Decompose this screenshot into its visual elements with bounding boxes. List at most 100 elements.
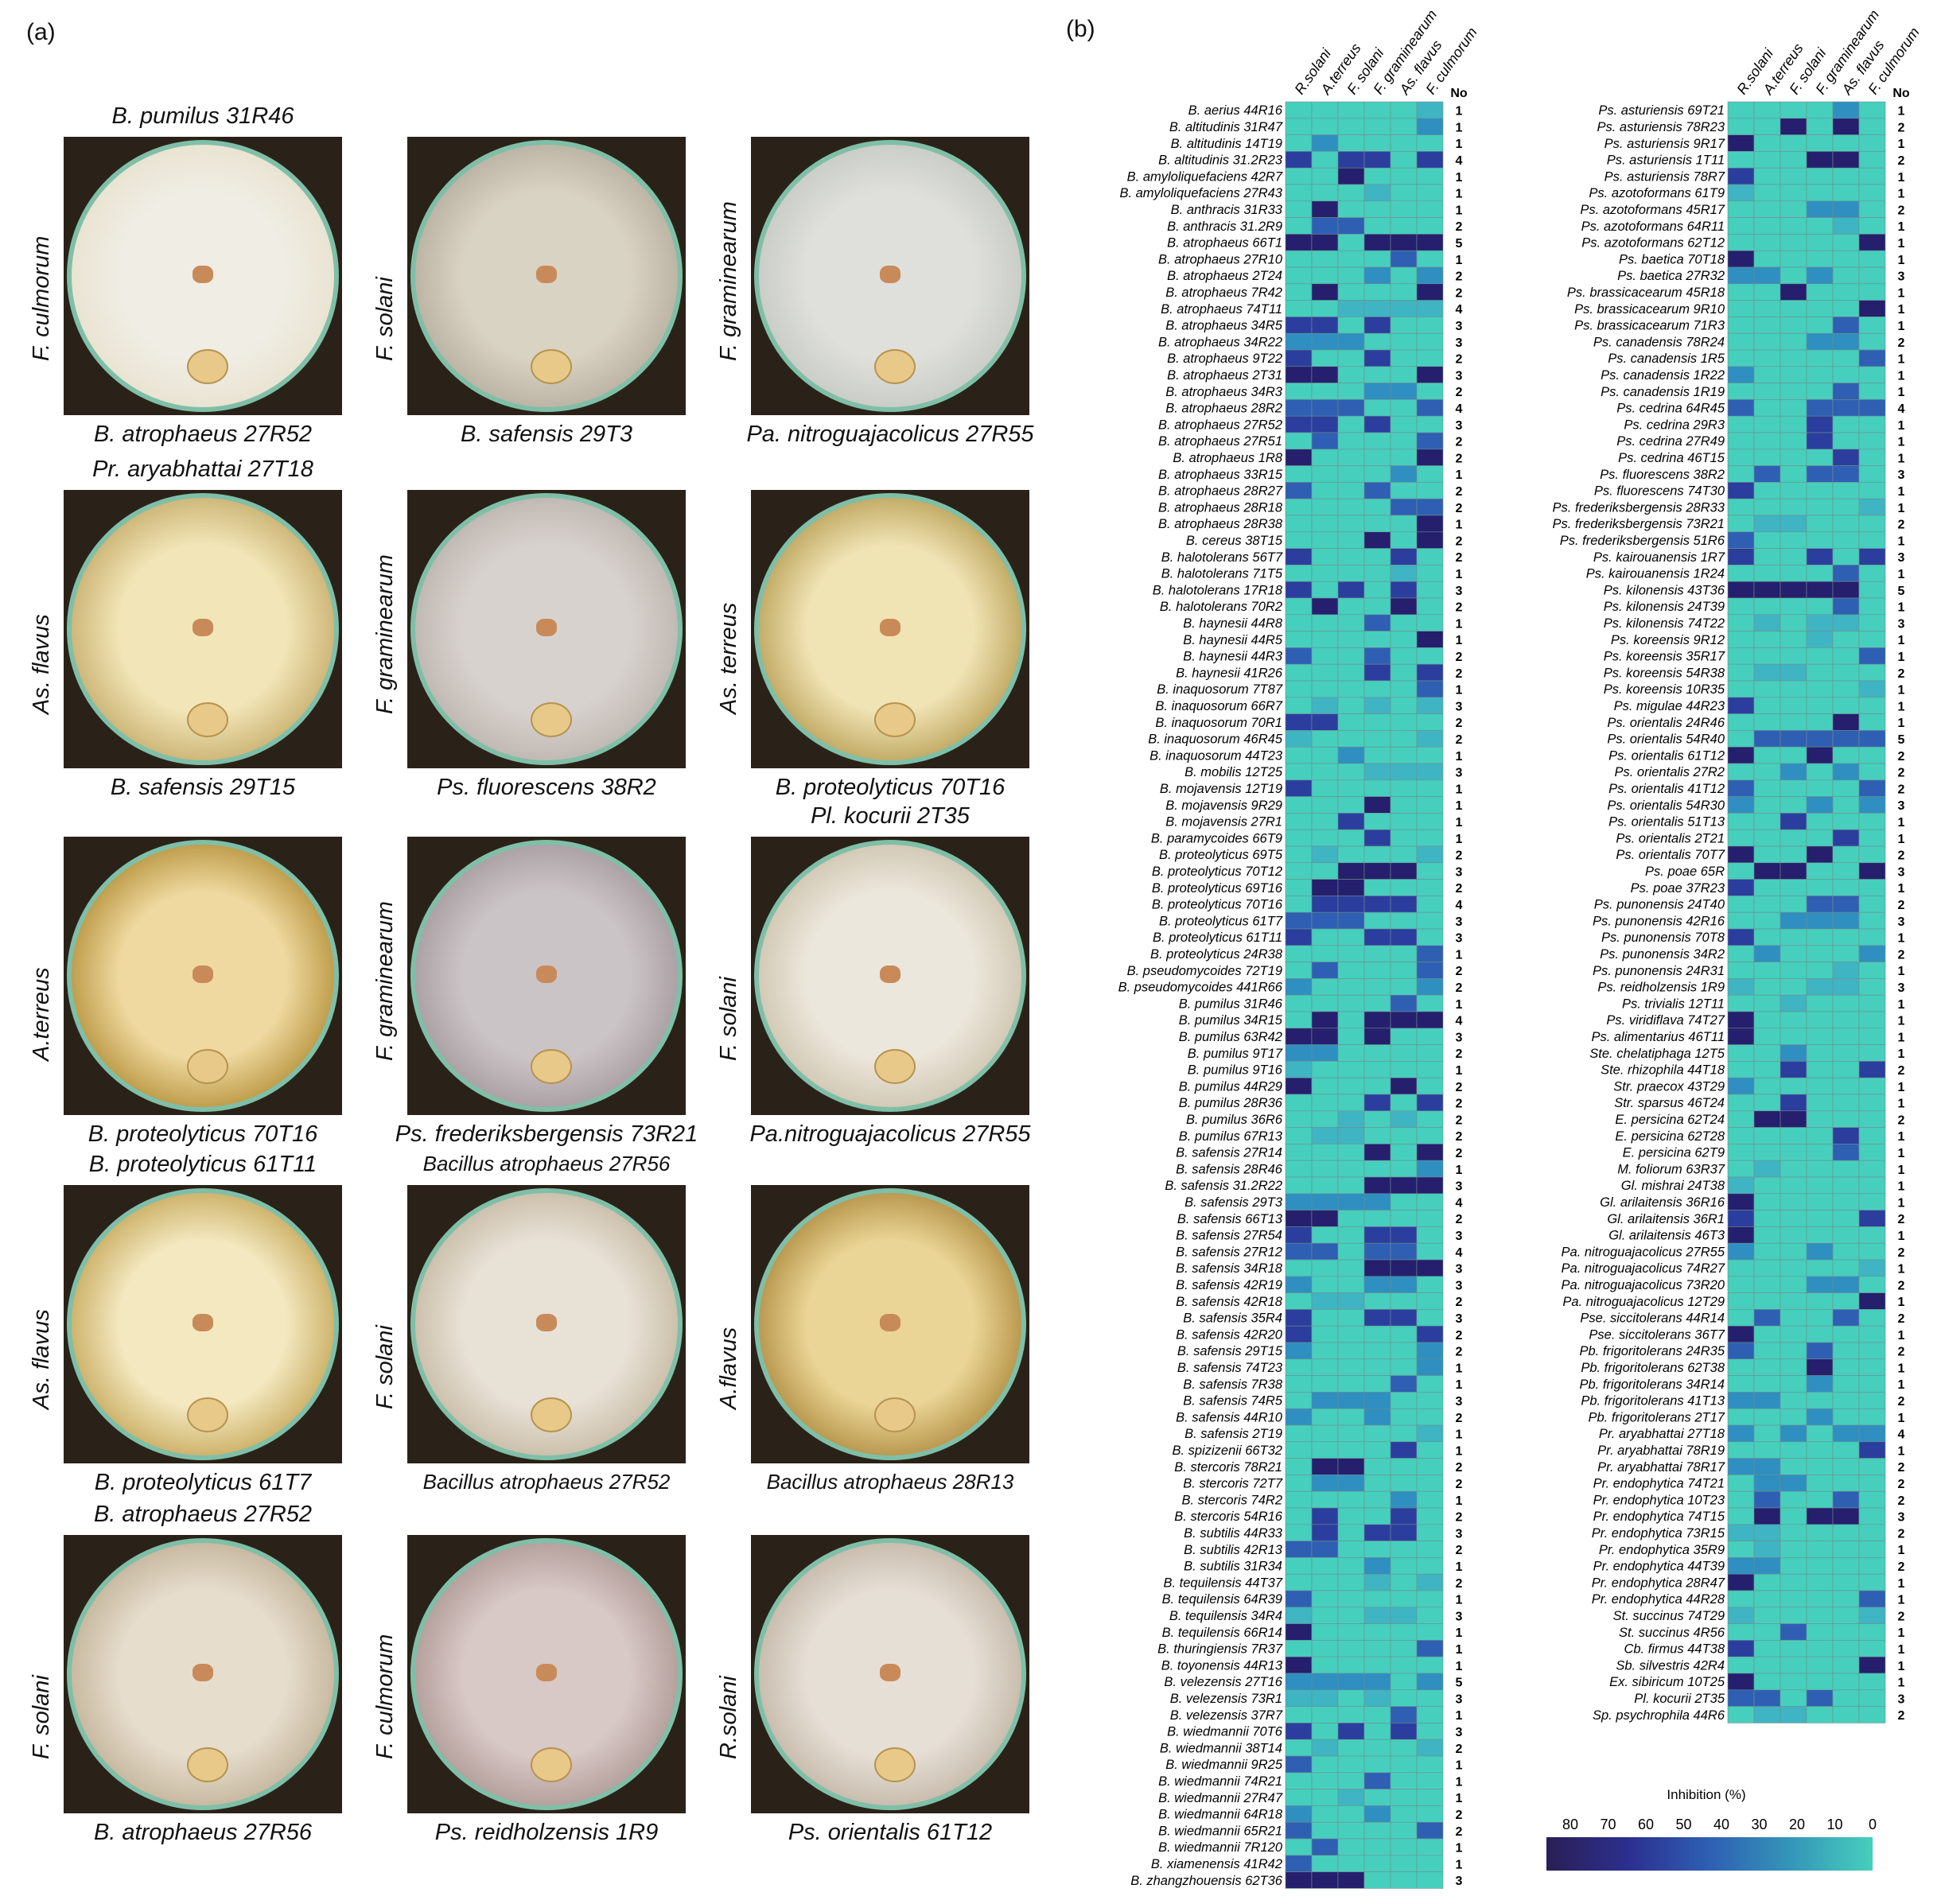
heatmap-cell: [1390, 1259, 1418, 1277]
isolate-label: Pr. endophytica 74T15: [1593, 1510, 1725, 1524]
panel-b-label: (b): [1066, 16, 1095, 42]
inhibition-count: 2: [1898, 1346, 1905, 1359]
isolate-label: B. safensis 27R54: [1176, 1229, 1282, 1243]
heatmap-cell: [1858, 1127, 1886, 1144]
isolate-label: B. velezensis 73R1: [1170, 1692, 1282, 1706]
heatmap-cell: [1416, 1607, 1444, 1624]
heatmap-cell: [1727, 1044, 1755, 1062]
inhibition-count: 2: [1898, 1312, 1905, 1326]
heatmap-cell: [1285, 134, 1313, 152]
heatmap-cell: [1727, 879, 1755, 896]
heatmap-cell: [1753, 1309, 1781, 1327]
heatmap-cell: [1311, 945, 1339, 962]
heatmap-cell: [1780, 1011, 1807, 1029]
heatmap-cell: [1858, 994, 1886, 1012]
photo-side-label: F. solani: [29, 1674, 54, 1759]
heatmap-cell: [1390, 565, 1418, 582]
heatmap-cell: [1390, 317, 1418, 334]
heatmap-cell: [1832, 1375, 1860, 1393]
heatmap-cell: [1858, 217, 1886, 235]
heatmap-cell: [1390, 1110, 1418, 1128]
inhibition-count: 1: [1898, 353, 1905, 367]
heatmap-cell: [1832, 217, 1860, 235]
heatmap-cell: [1780, 1524, 1807, 1541]
isolate-label: B. toyonensis 44R13: [1161, 1658, 1283, 1673]
heatmap-cell: [1416, 1441, 1444, 1459]
heatmap-cell: [1753, 829, 1781, 847]
heatmap-cell: [1780, 1077, 1807, 1095]
heatmap-cell: [1832, 432, 1860, 450]
isolate-label: B. mojavensis 27R1: [1165, 815, 1282, 830]
photo-side-label: F. culmorum: [372, 1634, 398, 1759]
heatmap-cell: [1832, 383, 1860, 400]
heatmap-cell: [1727, 1590, 1755, 1608]
isolate-label: B. proteolyticus 69T5: [1159, 848, 1283, 862]
heatmap-cell: [1727, 151, 1755, 169]
heatmap-cell: [1390, 184, 1418, 202]
inhibition-count: 1: [1898, 138, 1905, 151]
heatmap-cell: [1416, 1242, 1444, 1261]
heatmap-cell: [1363, 614, 1391, 631]
heatmap-cell: [1363, 647, 1391, 665]
heatmap-cell: [1727, 184, 1755, 202]
heatmap-cell: [1285, 1490, 1313, 1509]
heatmap-cell: [1285, 366, 1313, 383]
heatmap-cell: [1727, 680, 1755, 698]
heatmap-cell: [1390, 383, 1418, 400]
heatmap-cell: [1753, 151, 1781, 169]
heatmap-cell: [1858, 234, 1886, 251]
heatmap-cell: [1416, 1475, 1444, 1492]
inhibition-count: 3: [1456, 1230, 1463, 1243]
heatmap-cell: [1363, 945, 1391, 962]
heatmap-cell: [1311, 1325, 1339, 1343]
heatmap-cell: [1311, 1557, 1339, 1575]
heatmap-cell: [1363, 498, 1391, 516]
petri-dish-photo: [751, 137, 1029, 415]
heatmap-cell: [1311, 1342, 1339, 1360]
inhibition-count: 2: [1456, 1461, 1463, 1475]
heatmap-cell: [1311, 1706, 1339, 1723]
heatmap-cell: [1363, 1706, 1391, 1723]
inhibition-count: 1: [1898, 1130, 1905, 1144]
heatmap-cell: [1753, 1375, 1781, 1393]
heatmap-cell: [1780, 300, 1807, 317]
heatmap-cell: [1858, 250, 1886, 268]
heatmap-cell: [1337, 1723, 1365, 1740]
bacterial-colony: [187, 1049, 229, 1085]
heatmap-cell: [1416, 911, 1444, 930]
isolate-label: Ps. reidholzensis 1R9: [1597, 981, 1725, 995]
heatmap-cell: [1727, 1458, 1755, 1475]
heatmap-cell: [1337, 134, 1365, 152]
heatmap-cell: [1390, 1309, 1418, 1327]
fungal-plug: [192, 1663, 213, 1681]
fungal-plug: [535, 965, 557, 983]
inhibition-count: 2: [1456, 551, 1463, 565]
heatmap-cell: [1806, 266, 1834, 285]
inhibition-count: 1: [1898, 1412, 1905, 1425]
heatmap-cell: [1806, 663, 1834, 682]
inhibition-count: 2: [1456, 1412, 1463, 1425]
heatmap-cell: [1311, 1011, 1339, 1029]
isolate-label: B. altitudinis 14T19: [1171, 137, 1282, 151]
heatmap-cell: [1363, 1441, 1391, 1459]
isolate-label: B. wiedmannii 27R47: [1158, 1791, 1283, 1805]
heatmap-cell: [1727, 1210, 1755, 1227]
heatmap-cell: [1311, 1044, 1339, 1062]
inhibition-count: 2: [1456, 502, 1463, 515]
heatmap-cell: [1311, 680, 1339, 698]
heatmap-cell: [1337, 962, 1365, 979]
heatmap-cell: [1363, 1689, 1391, 1707]
inhibition-count: 3: [1898, 799, 1905, 813]
heatmap-cell: [1858, 1160, 1886, 1178]
heatmap-cell: [1285, 449, 1313, 466]
heatmap-cell: [1832, 399, 1860, 417]
heatmap-cell: [1806, 1044, 1834, 1062]
inhibition-count: 2: [1898, 849, 1905, 863]
heatmap-cell: [1806, 399, 1834, 417]
heatmap-cell: [1753, 1077, 1781, 1095]
heatmap-cell: [1806, 581, 1834, 599]
heatmap-cell: [1311, 1507, 1339, 1525]
heatmap-cell: [1390, 432, 1418, 450]
heatmap-cell: [1416, 945, 1444, 962]
heatmap-cell: [1416, 1706, 1444, 1723]
